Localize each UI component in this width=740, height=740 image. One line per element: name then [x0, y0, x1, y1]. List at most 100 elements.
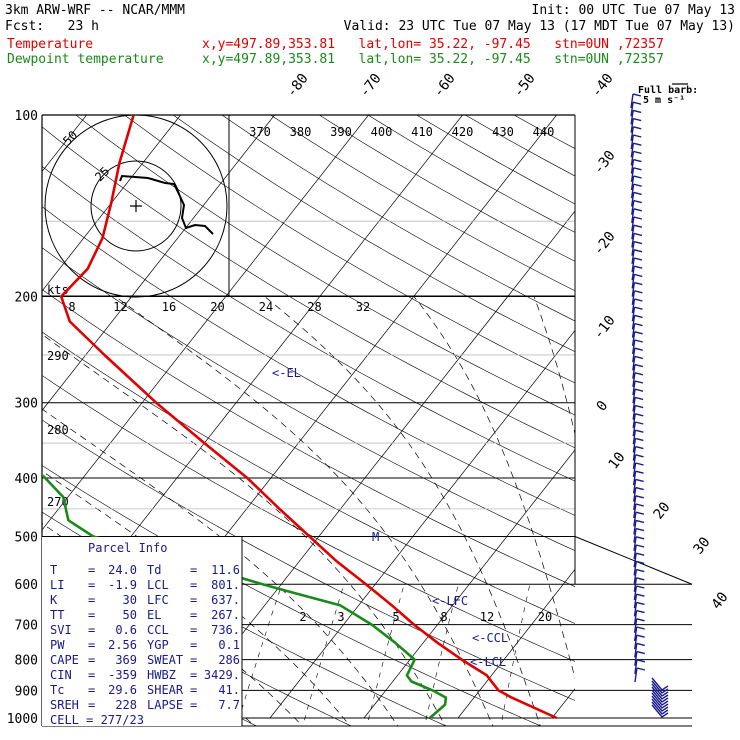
wind-barb — [633, 519, 645, 535]
wind-speed-label: 28 — [307, 300, 321, 314]
wind-barb — [651, 701, 669, 715]
wind-barb — [632, 339, 643, 355]
parcel-value: 3429. — [204, 668, 240, 682]
isotherm-label: 10 — [606, 449, 629, 472]
parcel-equals: = — [88, 668, 95, 682]
dry-adiabat — [124, 115, 575, 384]
parcel-equals: = — [190, 563, 197, 577]
parcel-label: LFC — [147, 593, 169, 607]
wind-barbs: Full barb:5 m s⁻¹ — [630, 83, 698, 718]
wind-units-label: kts — [47, 283, 69, 297]
pressure-label: 200 — [15, 291, 38, 306]
dry-adiabat — [513, 115, 575, 149]
hodograph-trace — [119, 174, 214, 235]
pressure-label: 300 — [15, 397, 38, 412]
theta-label: 430 — [492, 125, 514, 139]
wind-speed-label: 24 — [259, 300, 273, 314]
wind-barb — [632, 380, 644, 396]
barb-key-units: 5 m s⁻¹ — [643, 95, 685, 106]
parcel-cell: CELL = 277/23 — [50, 713, 144, 727]
valid-time: Valid: 23 UTC Tue 07 May 13 (17 MDT Tue … — [343, 19, 735, 34]
parcel-value: 0.6 — [115, 623, 137, 637]
wind-barb — [651, 692, 669, 706]
parcel-equals: = — [88, 653, 95, 667]
isotherm-label: -10 — [591, 313, 619, 343]
wind-barb — [633, 601, 645, 617]
hodograph-ring — [90, 160, 182, 252]
dry-adiabat — [42, 126, 575, 449]
wind-barb — [631, 265, 643, 281]
pressure-label: 1000 — [7, 712, 38, 727]
wind-barb — [631, 257, 643, 273]
wind-barb — [631, 249, 643, 264]
wind-barb — [632, 437, 644, 453]
wind-barb — [651, 695, 669, 709]
temperature-profile — [59, 115, 558, 720]
wind-barb — [632, 470, 644, 486]
mixing-ratio-line — [236, 584, 283, 726]
wind-barb — [632, 372, 644, 387]
moist-adiabat — [264, 296, 541, 726]
isotherm-label: 20 — [651, 499, 674, 522]
isotherm-label: -70 — [357, 71, 385, 101]
parcel-equals: = — [190, 683, 197, 697]
location-dew: x,y=497.89,353.81 lat,lon= 35.22, -97.45… — [202, 52, 664, 67]
moist-adiabat — [42, 408, 399, 726]
isotherm-line — [42, 115, 181, 292]
wind-barb — [633, 560, 645, 576]
parcel-label: T — [50, 563, 57, 577]
isotherm-line — [42, 115, 275, 412]
pressure-label: 900 — [15, 684, 38, 699]
wind-barb — [631, 290, 643, 305]
wind-barb — [632, 429, 644, 445]
isotherm-line — [42, 115, 369, 531]
wind-barb — [631, 240, 643, 256]
pressure-label: 600 — [15, 578, 38, 593]
wind-barb — [632, 478, 644, 494]
parcel-value: 30 — [123, 593, 137, 607]
parcel-label: YGP — [147, 638, 169, 652]
isotherm-label: -20 — [591, 229, 619, 259]
parcel-value: -359 — [108, 668, 137, 682]
parcel-equals: = — [88, 683, 95, 697]
wind-barb — [632, 454, 644, 469]
wind-barb — [630, 109, 642, 125]
parcel-label: CCL — [147, 623, 169, 637]
isotherm-line — [551, 688, 575, 719]
theta-label: 290 — [47, 349, 69, 363]
parcel-equals: = — [190, 698, 197, 712]
parcel-info-background — [42, 537, 242, 726]
wind-barb — [651, 689, 669, 703]
wind-barb — [632, 404, 644, 420]
parcel-label: HWBZ — [147, 668, 176, 682]
wind-barb — [651, 683, 669, 697]
mixing-ratio-label: 8 — [440, 610, 447, 624]
wind-barb — [630, 134, 642, 150]
init-time: Init: 00 UTC Tue 07 May 13 — [531, 3, 736, 18]
wind-speed-label: 32 — [356, 300, 370, 314]
dry-adiabat — [416, 115, 575, 205]
parcel-info-box: Parcel Info T = 24.0 Td = 11.6 LI = -1.9 LCL = 801. K… — [42, 537, 243, 727]
dry-adiabat — [42, 166, 575, 482]
dewpoint-legend: Dewpoint temperature — [7, 52, 164, 67]
isotherm-label: -80 — [284, 71, 312, 101]
wind-speed-label: 12 — [113, 300, 127, 314]
wind-barb — [631, 224, 643, 240]
mixing-ratio-label: 20 — [538, 610, 552, 624]
pressure-label: 100 — [15, 109, 38, 124]
wind-barb — [630, 167, 642, 182]
wind-barb — [632, 462, 644, 478]
parcel-value: 2.56 — [108, 638, 137, 652]
parcel-label: K — [50, 593, 58, 607]
isotherm-label: -50 — [511, 71, 539, 101]
mixing-ratio-label: 5 — [392, 610, 399, 624]
parcel-value: 7.7 — [218, 698, 240, 712]
mixing-ratio-label: 12 — [480, 610, 494, 624]
wind-barb — [630, 101, 642, 117]
theta-label: 280 — [47, 423, 69, 437]
parcel-equals: = — [88, 578, 95, 592]
isotherm-line — [457, 568, 575, 719]
parcel-label: PW — [50, 638, 65, 652]
parcel-label: Td — [147, 563, 161, 577]
